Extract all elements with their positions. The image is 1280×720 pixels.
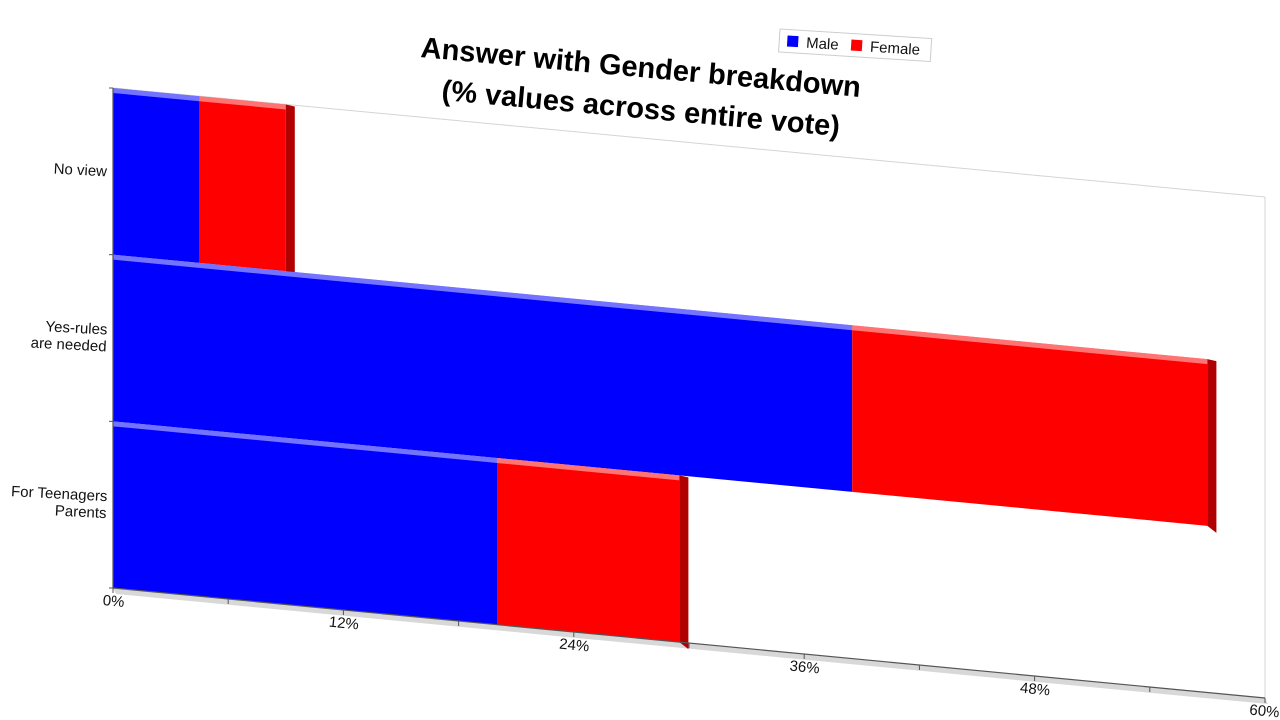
- x-tick-label-12: 12%: [328, 614, 360, 634]
- bar-female-yes-rules-are-needed-highlight: [852, 325, 1208, 365]
- axes: No view Yes-rulesare needed For TeenagersP…: [10, 87, 1280, 720]
- legend: Male Female: [778, 28, 933, 63]
- bar-female-no-view-side: [285, 104, 295, 279]
- category-label-line: No view: [53, 161, 107, 181]
- category-label-yes-rules-are-needed: Yes-rulesare needed: [30, 318, 108, 356]
- plot-top-border: [112, 87, 1266, 198]
- bar-male-no-view: [113, 88, 200, 263]
- category-label-line: Yes-rules: [45, 318, 108, 338]
- x-tick-label-48: 48%: [1019, 680, 1051, 700]
- x-tick-label-24: 24%: [558, 636, 590, 656]
- legend-label-male: Male: [806, 35, 840, 54]
- bar-female-yes-rules-are-needed-side: [1207, 359, 1217, 533]
- x-tick-label-36: 36%: [789, 658, 821, 678]
- bar-female-for-teenagers-parents: [497, 458, 680, 643]
- category-label-line: are needed: [30, 335, 107, 356]
- bar-male-for-teenagers-parents: [113, 421, 497, 625]
- bar-female-no-view: [199, 96, 286, 272]
- legend-label-female: Female: [870, 39, 921, 59]
- axis-shadow: [113, 588, 1268, 704]
- category-label-no-view: No view: [53, 161, 107, 181]
- bar-female-no-view-highlight: [199, 96, 286, 110]
- plot-frame: [112, 87, 1268, 704]
- bars: [113, 88, 1217, 650]
- bar-female-for-teenagers-parents-highlight: [497, 458, 680, 481]
- bar-female-yes-rules-are-needed: [852, 325, 1208, 526]
- category-label-line: For Teenagers: [11, 483, 108, 505]
- x-tick-label-60: 60%: [1249, 702, 1280, 720]
- bar-female-for-teenagers-parents-side: [679, 475, 689, 650]
- legend-swatch-female: [850, 39, 863, 52]
- category-label-for-teenagers-parents: For TeenagersParents: [10, 483, 108, 522]
- bar-male-no-view-highlight: [113, 88, 200, 102]
- bar-male-yes-rules-are-needed-highlight: [113, 254, 853, 331]
- category-label-line: Parents: [54, 502, 107, 522]
- bar-male-for-teenagers-parents-highlight: [113, 421, 497, 463]
- x-tick-label-0: 0%: [102, 592, 125, 611]
- legend-swatch-male: [786, 35, 799, 48]
- bar-male-yes-rules-are-needed: [113, 254, 853, 492]
